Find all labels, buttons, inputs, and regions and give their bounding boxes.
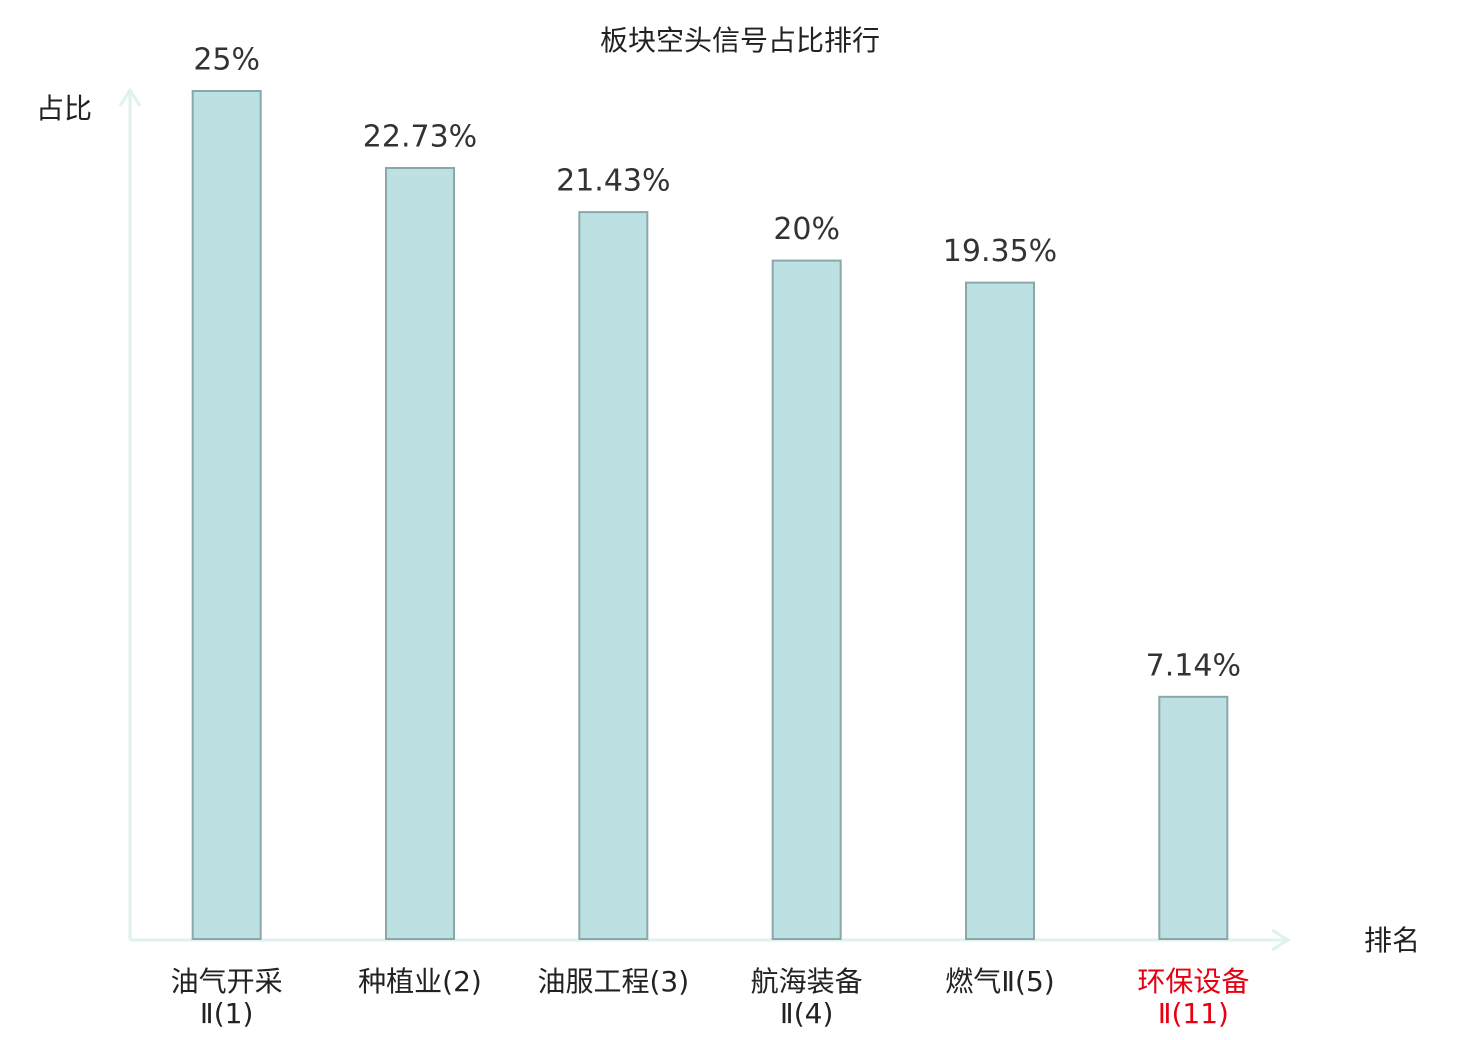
y-axis-arrow bbox=[118, 87, 142, 107]
x-tick-label: 航海装备 Ⅱ(4) bbox=[750, 965, 863, 1030]
bar bbox=[578, 211, 649, 940]
value-label: 19.35% bbox=[943, 234, 1057, 269]
value-label: 25% bbox=[193, 43, 260, 78]
x-axis-label: 排名 bbox=[1364, 924, 1420, 957]
value-label: 7.14% bbox=[1146, 648, 1241, 683]
bar bbox=[771, 259, 842, 941]
value-label: 22.73% bbox=[363, 119, 477, 154]
x-tick-label: 油服工程(3) bbox=[537, 965, 690, 998]
bar bbox=[385, 166, 455, 940]
bar bbox=[965, 281, 1035, 940]
x-tick-label: 油气开采 Ⅱ(1) bbox=[170, 965, 283, 1030]
bar bbox=[1158, 695, 1229, 941]
bar bbox=[191, 90, 262, 940]
value-label: 20% bbox=[773, 212, 840, 247]
x-tick-label: 种植业(2) bbox=[358, 965, 482, 998]
value-label: 21.43% bbox=[556, 164, 670, 199]
x-tick-label: 燃气Ⅱ(5) bbox=[945, 965, 1055, 998]
x-tick-label: 环保设备 Ⅱ(11) bbox=[1137, 965, 1250, 1030]
chart-title: 板块空头信号占比排行 bbox=[600, 24, 880, 57]
axes bbox=[118, 87, 1291, 952]
y-axis-label: 占比 bbox=[36, 92, 92, 125]
x-axis-arrow bbox=[1271, 928, 1291, 952]
